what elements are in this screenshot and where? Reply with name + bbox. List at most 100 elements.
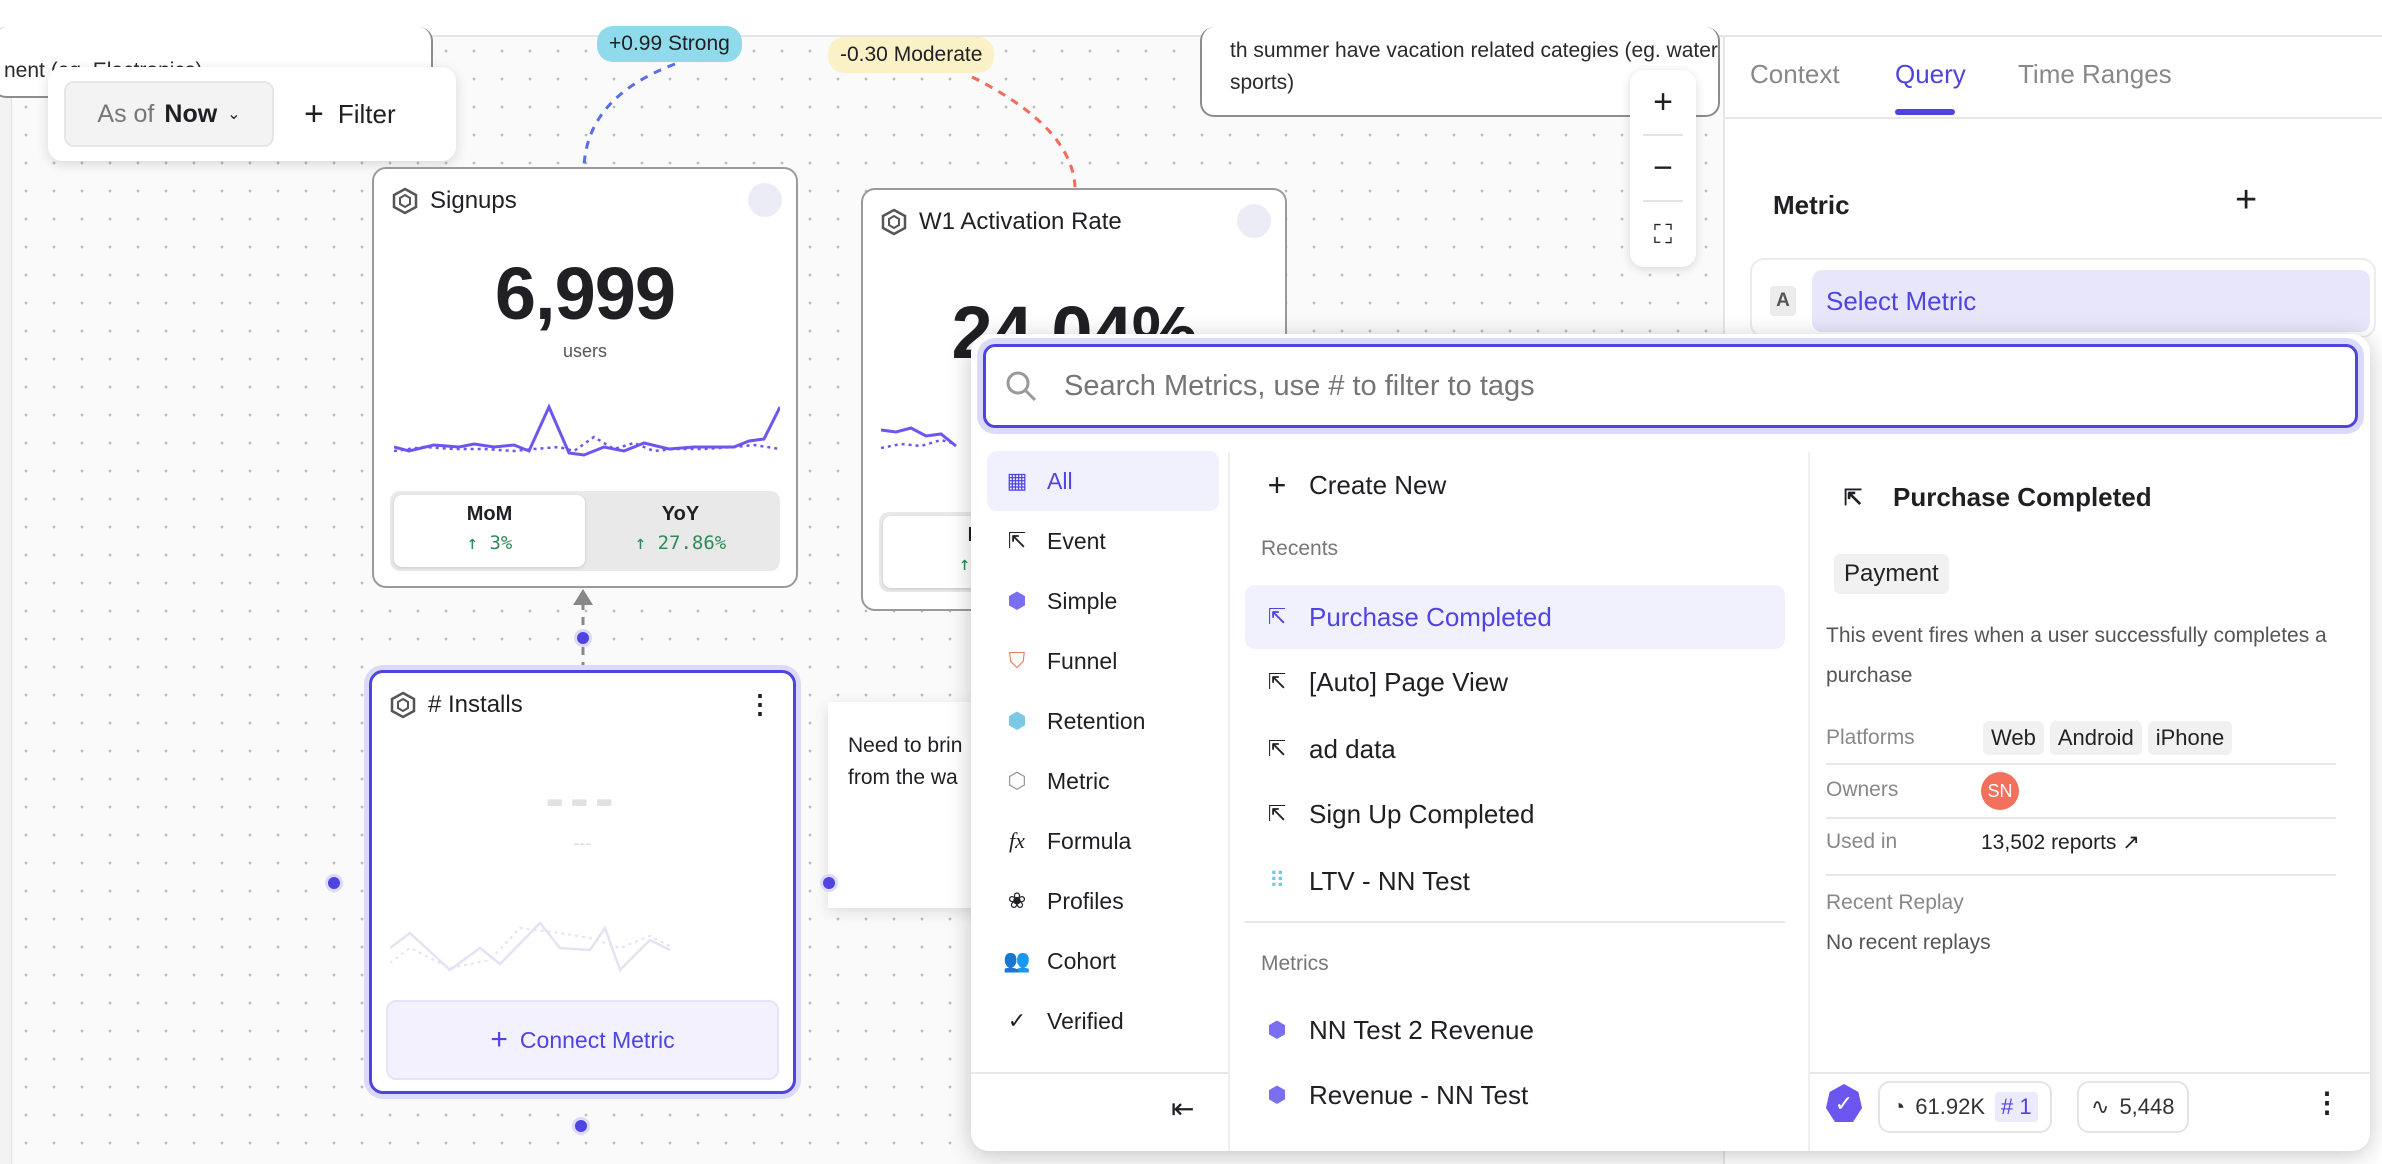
category-all[interactable]: ▦ All	[987, 451, 1219, 511]
connection-handle-bottom[interactable]	[575, 1120, 587, 1132]
search-field[interactable]	[983, 344, 2358, 428]
recent-item[interactable]: ⇱ [Auto] Page View	[1245, 650, 1785, 714]
active-tab-indicator	[1895, 109, 1955, 115]
category-cohort[interactable]: 👥 Cohort	[987, 931, 1219, 991]
item-label: Sign Up Completed	[1309, 798, 1535, 829]
category-label: Profiles	[1047, 887, 1124, 914]
category-metric[interactable]: ⬡ Metric	[987, 751, 1219, 811]
metric-card-signups[interactable]: Signups 6,999 users MoM ↑ 3% YoY ↑ 27.86%	[372, 167, 798, 588]
search-input[interactable]	[1064, 369, 2264, 403]
category-funnel[interactable]: ⛉ Funnel	[987, 631, 1219, 691]
card-title: W1 Activation Rate	[919, 208, 1122, 235]
queries-stat[interactable]: ◔ 61.92K # 1	[1878, 1081, 2052, 1133]
profiles-icon: ❀	[1007, 888, 1027, 913]
recent-replay-label: Recent Replay	[1826, 891, 1964, 914]
left-rail	[0, 37, 12, 1164]
collapse-sidebar-icon[interactable]: ⇤	[1171, 1093, 1195, 1124]
pie-chart-icon: ◔	[1892, 1094, 1906, 1119]
connection-handle-top[interactable]	[577, 632, 589, 644]
filter-label: Filter	[337, 98, 396, 129]
detail-description: This event fires when a user successfull…	[1826, 624, 2327, 687]
metric-unit: users	[562, 341, 607, 361]
zoom-out-button[interactable]: −	[1653, 149, 1673, 187]
fit-view-icon[interactable]: ⛶	[1653, 219, 1673, 249]
metric-item[interactable]: ⬢ Revenue - NN Test	[1245, 1063, 1785, 1127]
sparkline	[394, 403, 780, 457]
used-in-link[interactable]: 13,502 reports ↗	[1981, 831, 2140, 854]
add-filter-button[interactable]: + Filter	[304, 95, 396, 134]
recent-item[interactable]: ⇱ Sign Up Completed	[1245, 782, 1785, 846]
category-simple[interactable]: ⬢ Simple	[987, 571, 1219, 631]
category-label: Cohort	[1047, 947, 1117, 974]
category-label: Metric	[1047, 767, 1110, 794]
comparison-toggle: MoM ↑ 3% YoY ↑ 27.86%	[390, 491, 780, 571]
recent-item[interactable]: ⇱ Purchase Completed	[1245, 585, 1785, 649]
metric-hex-icon	[390, 691, 416, 719]
simple-metric-icon: ⬢	[1267, 1082, 1287, 1107]
formula-fx-icon: fx	[1009, 828, 1025, 853]
owner-avatar[interactable]	[1237, 204, 1271, 238]
platforms-label: Platforms	[1826, 726, 1915, 749]
category-label: All	[1047, 467, 1073, 494]
correlation-badge[interactable]: +0.99 Strong	[597, 26, 742, 62]
note-card-right[interactable]: Need to brin from the wa	[828, 702, 988, 908]
metric-card-installs[interactable]: # Installs ⋮ --- --- + Connect Metric	[369, 670, 796, 1094]
filter-bar: As of Now ⌄ + Filter	[48, 67, 456, 161]
connect-metric-button[interactable]: + Connect Metric	[386, 1000, 779, 1080]
event-click-icon: ⇱	[1267, 604, 1287, 629]
recent-item[interactable]: ⇱ ad data	[1245, 717, 1785, 781]
verified-badge-icon: ✓	[1826, 1084, 1862, 1122]
funnel-icon: ⛉	[1008, 648, 1026, 673]
rank-badge: # 1	[1995, 1092, 2038, 1122]
item-label: ad data	[1309, 733, 1396, 764]
metric-hex-icon	[881, 208, 907, 236]
select-metric-button[interactable]: Select Metric	[1812, 270, 2370, 332]
recent-item[interactable]: ⠿ LTV - NN Test	[1245, 849, 1785, 913]
volume-stat[interactable]: ∿ 5,448	[2077, 1081, 2189, 1133]
add-metric-icon[interactable]: +	[2235, 179, 2258, 221]
metric-picker-popup: ▦ All ⇱ Event ⬢ Simple ⛉ Funnel ⬢ Retention ⬡…	[971, 334, 2370, 1151]
category-retention[interactable]: ⬢ Retention	[987, 691, 1219, 751]
placeholder-sparkline	[390, 921, 671, 973]
note-text: Need to brin from the wa	[848, 734, 963, 789]
more-options-icon[interactable]: ⋮	[2313, 1087, 2341, 1118]
as-of-dropdown[interactable]: As of Now ⌄	[64, 81, 274, 147]
sparkline	[881, 426, 957, 450]
category-label: Funnel	[1047, 647, 1118, 674]
mom-option[interactable]: MoM ↑ 3%	[394, 495, 585, 567]
create-new-button[interactable]: + Create New	[1245, 453, 1785, 517]
owner-avatar[interactable]: SN	[1981, 772, 2019, 810]
platform-chip: Android	[2049, 721, 2142, 755]
category-verified[interactable]: ✓ Verified	[987, 991, 1219, 1051]
chevron-down-icon: ⌄	[227, 106, 241, 123]
connection-handle-right[interactable]	[823, 877, 835, 889]
mom-value: ↑ 3%	[466, 532, 513, 554]
tab-query[interactable]: Query	[1895, 59, 1966, 89]
category-event[interactable]: ⇱ Event	[987, 511, 1219, 571]
category-label: Verified	[1047, 1007, 1124, 1034]
event-click-icon: ⇱	[1843, 484, 1863, 510]
metric-heading: Metric	[1773, 190, 1850, 220]
simple-metric-icon: ⬢	[1267, 1017, 1287, 1042]
plus-icon: +	[490, 1023, 508, 1056]
metric-hex-icon: ⬡	[1007, 768, 1027, 793]
more-options-icon[interactable]: ⋮	[747, 689, 773, 719]
category-label: Formula	[1047, 827, 1132, 854]
search-icon	[1006, 371, 1037, 402]
correlation-badge[interactable]: -0.30 Moderate	[828, 37, 995, 73]
owner-avatar[interactable]	[748, 183, 782, 217]
tab-time-ranges[interactable]: Time Ranges	[2018, 59, 2172, 89]
category-profiles[interactable]: ❀ Profiles	[987, 871, 1219, 931]
metric-letter: A	[1770, 286, 1796, 316]
yoy-option[interactable]: YoY ↑ 27.86%	[585, 495, 776, 567]
tab-context[interactable]: Context	[1750, 59, 1840, 89]
tag-chip[interactable]: Payment	[1834, 554, 1949, 594]
mom-label: MoM	[466, 503, 513, 525]
platform-chip: iPhone	[2147, 721, 2233, 755]
placeholder-value: ---	[545, 766, 620, 829]
zoom-in-button[interactable]: +	[1653, 83, 1673, 121]
item-label: NN Test 2 Revenue	[1309, 1014, 1534, 1045]
category-formula[interactable]: fx Formula	[987, 811, 1219, 871]
connection-handle-left[interactable]	[328, 877, 340, 889]
metric-item[interactable]: ⬢ NN Test 2 Revenue	[1245, 998, 1785, 1062]
